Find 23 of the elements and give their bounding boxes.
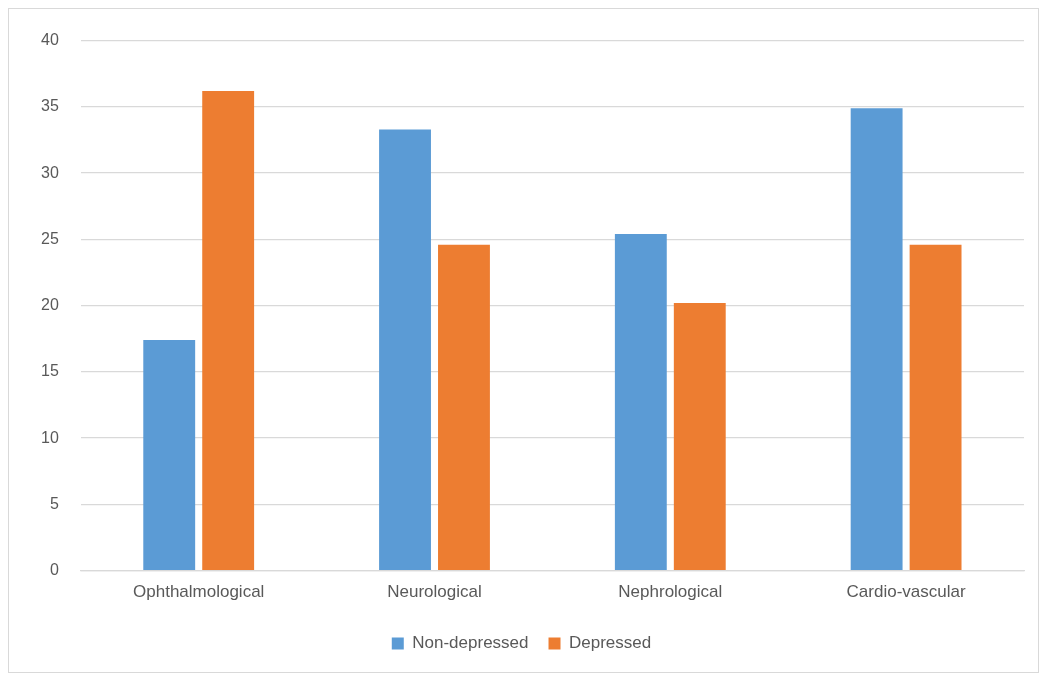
legend-label: Depressed	[569, 633, 652, 653]
bar	[909, 244, 962, 570]
y-tick-label: 30	[41, 163, 59, 181]
y-tick-label: 0	[49, 561, 59, 579]
y-tick-label: 20	[41, 296, 59, 314]
bar	[379, 129, 431, 570]
bar	[143, 340, 196, 570]
bar	[673, 302, 726, 570]
x-tick-label: Neurological	[387, 582, 482, 602]
y-tick-label: 25	[41, 229, 59, 247]
bar	[614, 234, 667, 570]
x-tick-label: Ophthalmological	[133, 582, 265, 602]
y-tick-label: 35	[41, 97, 59, 115]
x-tick-label: Cardio-vascular	[846, 582, 966, 602]
y-tick-label: 10	[41, 428, 59, 446]
bar	[850, 108, 903, 570]
bar	[202, 90, 255, 570]
legend-label: Non-depressed	[412, 633, 529, 653]
bar	[438, 244, 490, 570]
y-tick-label: 40	[41, 31, 59, 49]
y-tick-label: 15	[41, 362, 59, 380]
x-tick-label: Nephrological	[618, 582, 723, 602]
y-tick-label: 5	[49, 494, 59, 512]
